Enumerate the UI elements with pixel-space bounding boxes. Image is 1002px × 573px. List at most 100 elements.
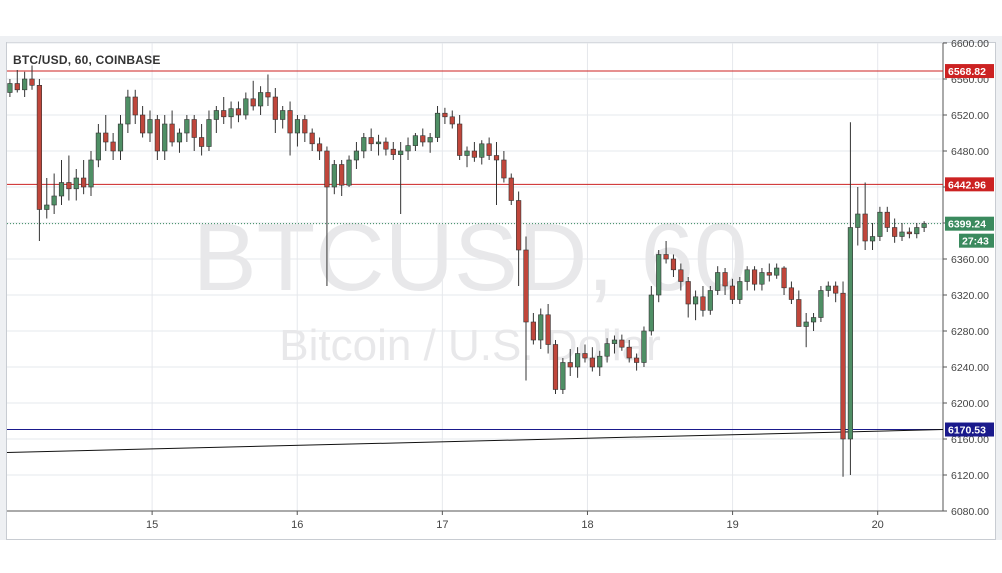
candle[interactable] <box>81 160 87 195</box>
candle[interactable] <box>914 223 920 239</box>
candle[interactable] <box>427 133 433 153</box>
candle[interactable] <box>14 70 20 93</box>
candle[interactable] <box>921 221 927 232</box>
candle[interactable] <box>486 137 492 161</box>
candle[interactable] <box>353 142 360 169</box>
candle[interactable] <box>744 266 750 291</box>
candle[interactable] <box>479 140 485 165</box>
candle[interactable] <box>788 281 795 305</box>
candle[interactable] <box>766 263 772 282</box>
candle[interactable] <box>545 304 551 354</box>
candle[interactable] <box>361 133 367 159</box>
candle[interactable] <box>692 290 699 321</box>
candle[interactable] <box>412 133 418 151</box>
candle[interactable] <box>501 151 507 183</box>
candle[interactable] <box>280 106 286 129</box>
candle[interactable] <box>331 160 337 195</box>
candle[interactable] <box>324 146 330 287</box>
candle[interactable] <box>538 308 544 350</box>
candle[interactable] <box>611 335 618 354</box>
candle[interactable] <box>58 160 65 205</box>
candle[interactable] <box>626 340 632 363</box>
candle[interactable] <box>88 151 94 196</box>
candle[interactable] <box>892 218 898 243</box>
candle[interactable] <box>140 106 146 138</box>
candle[interactable] <box>162 115 168 160</box>
candle[interactable] <box>103 115 109 151</box>
candle[interactable] <box>582 344 588 363</box>
candle[interactable] <box>729 278 736 304</box>
candle[interactable] <box>375 134 382 156</box>
candle[interactable] <box>383 137 389 156</box>
candle[interactable] <box>560 358 566 394</box>
candle[interactable] <box>523 236 529 381</box>
candle[interactable] <box>176 128 183 153</box>
candle[interactable] <box>678 263 684 291</box>
candle[interactable] <box>589 347 595 372</box>
candle[interactable] <box>877 206 883 241</box>
candle[interactable] <box>250 80 256 111</box>
candle[interactable] <box>265 74 271 107</box>
candle[interactable] <box>906 227 912 239</box>
trendline[interactable] <box>7 429 943 453</box>
candle[interactable] <box>398 142 404 214</box>
candle[interactable] <box>191 115 197 151</box>
candle[interactable] <box>390 142 396 160</box>
candle[interactable] <box>235 101 242 123</box>
candle[interactable] <box>516 191 522 287</box>
candle[interactable] <box>457 115 463 160</box>
candle[interactable] <box>663 241 669 264</box>
candle[interactable] <box>781 266 787 295</box>
candle[interactable] <box>825 281 831 297</box>
candle[interactable] <box>154 115 160 160</box>
candle[interactable] <box>847 122 853 475</box>
candle[interactable] <box>29 65 35 90</box>
candle[interactable] <box>316 137 323 161</box>
candle[interactable] <box>869 223 876 250</box>
candle[interactable] <box>405 137 411 161</box>
candle[interactable] <box>575 347 581 378</box>
candle[interactable] <box>471 142 477 162</box>
candle[interactable] <box>434 106 441 142</box>
candle[interactable] <box>449 110 455 129</box>
candle[interactable] <box>302 115 308 142</box>
candle[interactable] <box>228 101 234 129</box>
candle[interactable] <box>774 263 780 279</box>
candle[interactable] <box>169 110 175 147</box>
candle[interactable] <box>368 128 374 152</box>
candle[interactable] <box>36 79 42 241</box>
candle[interactable] <box>294 115 301 147</box>
candle[interactable] <box>287 101 293 156</box>
candle[interactable] <box>420 128 426 147</box>
candle[interactable] <box>272 88 278 133</box>
candle[interactable] <box>132 89 138 124</box>
candle[interactable] <box>567 349 573 376</box>
candle[interactable] <box>840 281 846 477</box>
candle[interactable] <box>884 206 890 232</box>
candle[interactable] <box>810 313 817 331</box>
candle[interactable] <box>125 89 131 133</box>
candle[interactable] <box>442 107 448 124</box>
candle[interactable] <box>493 142 500 205</box>
candle[interactable] <box>818 286 824 322</box>
candle[interactable] <box>796 290 802 327</box>
candle[interactable] <box>855 187 861 246</box>
candle[interactable] <box>73 169 79 201</box>
candle[interactable] <box>759 268 765 291</box>
candle[interactable] <box>899 223 905 241</box>
candle[interactable] <box>184 115 190 142</box>
candle[interactable] <box>309 128 315 152</box>
candle[interactable] <box>221 97 227 124</box>
candle[interactable] <box>339 160 345 196</box>
candle[interactable] <box>685 277 691 318</box>
candle[interactable] <box>51 173 57 215</box>
candle[interactable] <box>199 124 205 156</box>
candle[interactable] <box>66 155 72 201</box>
candle[interactable] <box>737 277 743 304</box>
candle[interactable] <box>619 334 625 351</box>
candle[interactable] <box>508 173 514 206</box>
candle[interactable] <box>243 92 249 120</box>
candle[interactable] <box>700 286 706 317</box>
candle[interactable] <box>722 268 728 295</box>
